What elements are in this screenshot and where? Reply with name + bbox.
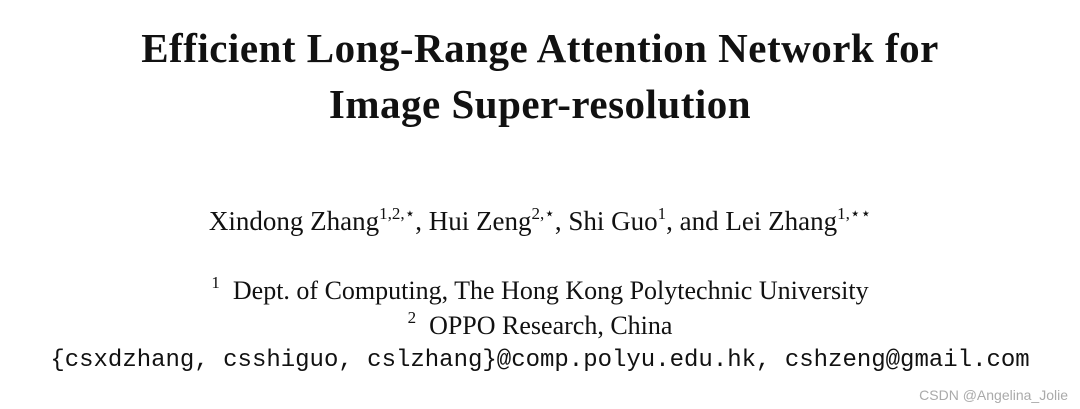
author-list: Xindong Zhang1,2,⋆, Hui Zeng2,⋆, Shi Guo…: [0, 204, 1080, 237]
affiliation-mark: 2: [407, 308, 417, 327]
affiliation-text: Dept. of Computing, The Hong Kong Polyte…: [232, 276, 869, 305]
author-name: Xindong Zhang: [208, 206, 380, 236]
affiliation-text: OPPO Research, China: [429, 311, 673, 340]
author-name: Shi Guo: [568, 206, 658, 236]
emails: {csxdzhang, csshiguo, cslzhang}@comp.pol…: [50, 347, 1030, 374]
watermark: CSDN @Angelina_Jolie: [919, 387, 1068, 403]
affiliation-mark: 1: [211, 273, 220, 292]
author-separator: , and: [666, 206, 726, 236]
title-line: Image Super-resolution: [328, 81, 752, 127]
author-separator: ,: [415, 206, 429, 236]
title-line: Efficient Long-Range Attention Network f…: [141, 25, 939, 71]
author-name: Hui Zeng: [428, 206, 532, 236]
author-name: Lei Zhang: [725, 206, 838, 236]
author-marks: 1: [657, 204, 667, 223]
author-marks: 1,2,⋆: [379, 204, 416, 223]
author-marks: 1,⋆⋆: [837, 204, 872, 223]
affiliation: 2 OPPO Research, China: [0, 308, 1080, 341]
author-separator: ,: [554, 206, 569, 236]
author-marks: 2,⋆: [531, 204, 555, 223]
affiliation: 1 Dept. of Computing, The Hong Kong Poly…: [0, 273, 1080, 306]
